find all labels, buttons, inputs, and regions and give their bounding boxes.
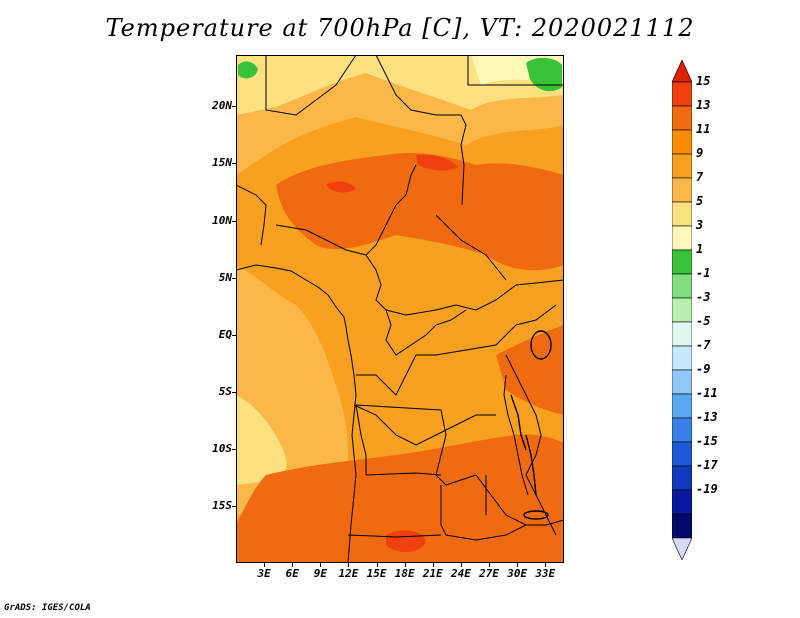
lon-tick-mark	[404, 563, 406, 567]
colorbar-label: 3	[696, 218, 704, 232]
map-panel	[236, 55, 564, 563]
field-patch-1to3-nw	[238, 61, 258, 79]
colorbar-swatch	[672, 417, 692, 443]
lat-tick-mark	[232, 391, 236, 393]
lat-tick-mark	[232, 277, 236, 279]
lon-tick-label: 12E	[338, 567, 359, 580]
lon-tick-label: 3E	[257, 567, 271, 580]
country-borders	[236, 55, 564, 563]
colorbar-label: 11	[696, 122, 711, 136]
colorbar-label: 9	[696, 146, 704, 160]
colorbar-swatch	[672, 321, 692, 347]
temperature-map	[236, 55, 564, 563]
field-band-5to7-west	[236, 395, 287, 485]
lon-tick-mark	[489, 563, 491, 567]
colorbar-label: -1	[696, 266, 711, 280]
field-warm-11to13-sahel	[276, 153, 564, 271]
colorbar-swatch	[672, 81, 692, 107]
field-warm-13to15-b	[326, 181, 356, 193]
colorbar-label: -5	[696, 314, 711, 328]
colorbar-swatch	[672, 153, 692, 179]
colorbar-swatch	[672, 129, 692, 155]
map-title: Temperature at 700hPa [C], VT: 202002111…	[105, 14, 695, 42]
colorbar-swatch	[672, 273, 692, 299]
lat-tick-label: 10S	[212, 441, 232, 455]
lon-tick-mark	[517, 563, 519, 567]
lat-tick-label: 15S	[212, 498, 232, 512]
colorbar-label: -3	[696, 290, 711, 304]
colorbar-swatch	[672, 249, 692, 275]
colorbar-swatch	[672, 105, 692, 131]
lon-tick-mark	[348, 563, 350, 567]
colorbar-swatch	[672, 369, 692, 395]
colorbar-swatch	[672, 513, 692, 539]
colorbar-label: 1	[696, 242, 704, 256]
lon-tick-mark	[545, 563, 547, 567]
lat-tick-mark	[232, 220, 236, 222]
lat-tick-mark	[232, 106, 236, 108]
colorbar-swatch	[672, 297, 692, 323]
colorbar	[672, 60, 692, 560]
lon-tick-label: 30E	[507, 567, 528, 580]
lon-tick-mark	[320, 563, 322, 567]
lake-outlines	[510, 330, 552, 520]
colorbar-label: 5	[696, 194, 704, 208]
colorbar-label: -15	[696, 434, 718, 448]
lon-tick-mark	[376, 563, 378, 567]
colorbar-swatch	[672, 393, 692, 419]
lon-tick-mark	[264, 563, 266, 567]
colorbar-label: -17	[696, 458, 718, 472]
colorbar-swatch	[672, 465, 692, 491]
colorbar-label: -7	[696, 338, 711, 352]
colorbar-swatch	[672, 537, 692, 560]
colorbar-label: -19	[696, 482, 718, 496]
field-warm-13to15-a	[416, 154, 458, 171]
lat-tick-label: EQ	[218, 327, 232, 341]
lon-tick-label: 21E	[422, 567, 443, 580]
colorbar-swatch	[672, 60, 692, 83]
field-warm-11to13-south	[236, 434, 564, 563]
lat-tick-label: 10N	[212, 213, 232, 227]
lon-tick-mark	[460, 563, 462, 567]
lat-tick-mark	[232, 448, 236, 450]
lat-tick-mark	[232, 334, 236, 336]
colorbar-swatch	[672, 177, 692, 203]
colorbar-label: -11	[696, 386, 718, 400]
colorbar-swatch	[672, 225, 692, 251]
lat-tick-label: 15N	[212, 156, 232, 170]
lat-tick-label: 5N	[218, 270, 232, 284]
lat-tick-label: 5S	[218, 384, 232, 398]
lon-tick-label: 9E	[313, 567, 327, 580]
lon-tick-mark	[292, 563, 294, 567]
colorbar-swatch	[672, 489, 692, 515]
lat-tick-mark	[232, 163, 236, 165]
lat-tick-mark	[232, 505, 236, 507]
colorbar-swatch	[672, 345, 692, 371]
colorbar-label: 13	[696, 98, 711, 112]
lon-tick-label: 24E	[450, 567, 471, 580]
lon-tick-label: 18E	[394, 567, 415, 580]
map-frame	[236, 55, 564, 563]
lon-tick-label: 6E	[285, 567, 299, 580]
lon-tick-label: 33E	[535, 567, 556, 580]
lat-tick-label: 20N	[212, 99, 232, 113]
colorbar-label: 7	[696, 170, 704, 184]
colorbar-swatches	[672, 60, 692, 560]
colorbar-label: -13	[696, 410, 718, 424]
lon-tick-mark	[432, 563, 434, 567]
grads-credit: GrADS: IGES/COLA	[4, 603, 91, 613]
field-warm-11to13-east	[496, 325, 564, 415]
lon-tick-label: 27E	[479, 567, 499, 580]
field-patch-1to3-ne	[526, 57, 562, 92]
colorbar-label: -9	[696, 362, 711, 376]
colorbar-label: 15	[696, 74, 711, 88]
colorbar-swatch	[672, 441, 692, 467]
lon-tick-label: 15E	[366, 567, 387, 580]
colorbar-swatch	[672, 201, 692, 227]
